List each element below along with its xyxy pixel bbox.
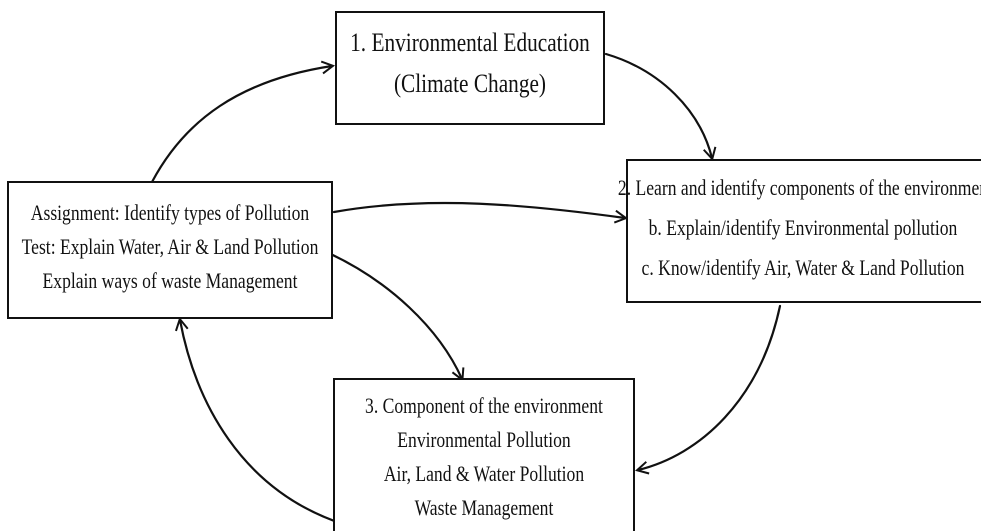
node-label: c. Know/identify Air, Water & Land Pollu… bbox=[642, 256, 965, 280]
labels: 1. Environmental Education (Climate Chang… bbox=[22, 29, 981, 520]
node-label: 2. Learn and identify components of the … bbox=[618, 176, 981, 200]
arrow bbox=[320, 248, 462, 379]
node-label: Test: Explain Water, Air & Land Pollutio… bbox=[22, 235, 319, 259]
node-label: b. Explain/identify Environmental pollut… bbox=[649, 216, 958, 240]
node-label: Assignment: Identify types of Pollution bbox=[31, 201, 309, 225]
arrow bbox=[180, 320, 345, 526]
node-label: (Climate Change) bbox=[394, 70, 546, 98]
node-box bbox=[333, 378, 635, 531]
node-label: Explain ways of waste Management bbox=[43, 269, 298, 293]
node-label: 1. Environmental Education bbox=[350, 29, 590, 57]
arrow bbox=[332, 201, 625, 218]
arrow bbox=[150, 66, 332, 184]
arrow bbox=[638, 304, 782, 470]
node-box bbox=[626, 159, 981, 303]
node-label: Waste Management bbox=[415, 496, 554, 520]
arrow bbox=[604, 52, 712, 158]
node-box bbox=[7, 181, 333, 319]
node-label: Air, Land & Water Pollution bbox=[384, 462, 584, 486]
node-box bbox=[335, 11, 605, 125]
node-label: 3. Component of the environment bbox=[365, 394, 603, 418]
node-label: Environmental Pollution bbox=[397, 428, 570, 452]
